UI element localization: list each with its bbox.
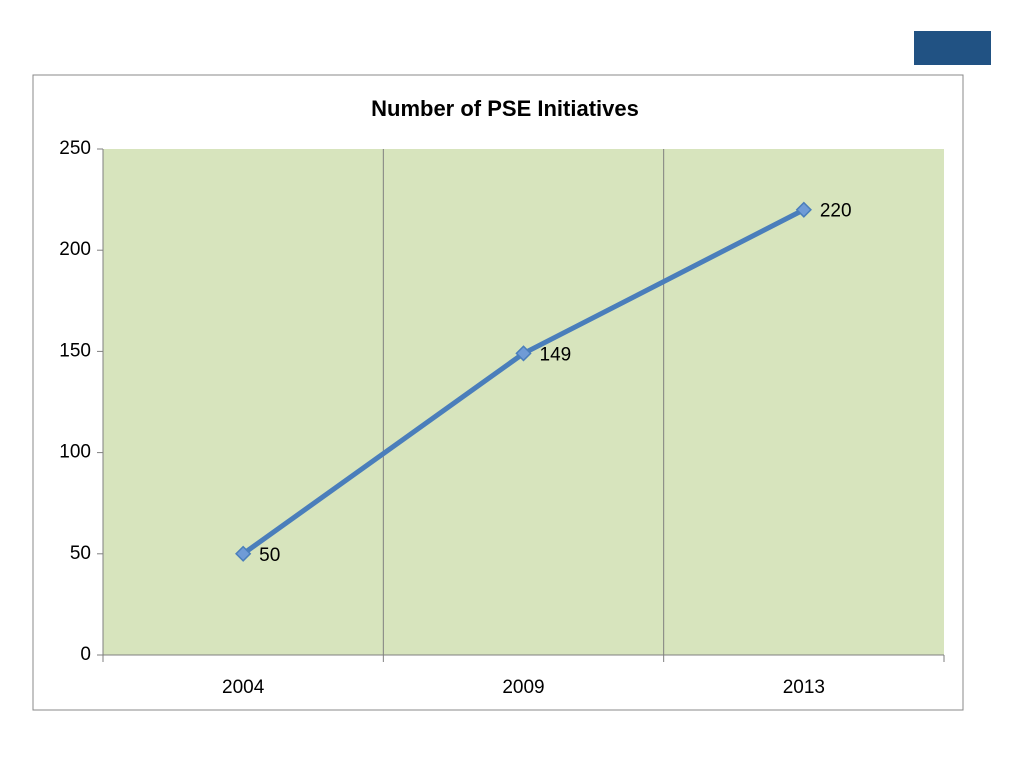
y-tick-label: 50 — [70, 543, 91, 564]
chart-title: Number of PSE Initiatives — [371, 96, 639, 121]
y-tick-label: 150 — [59, 340, 91, 361]
x-tick-label: 2009 — [502, 677, 544, 698]
y-tick-label: 200 — [59, 239, 91, 260]
point-marker — [235, 545, 252, 562]
corner-block — [914, 31, 991, 65]
point-marker — [515, 345, 532, 362]
plot-area — [103, 149, 944, 655]
y-tick-label: 250 — [59, 138, 91, 159]
data-label: 149 — [540, 344, 572, 365]
y-tick-label: 100 — [59, 442, 91, 463]
point-marker — [795, 201, 812, 218]
x-tick-label: 2004 — [222, 677, 265, 698]
y-tick-label: 0 — [80, 644, 91, 665]
data-label: 50 — [259, 545, 280, 566]
x-tick-label: 2013 — [783, 677, 825, 698]
data-label: 220 — [820, 201, 852, 222]
